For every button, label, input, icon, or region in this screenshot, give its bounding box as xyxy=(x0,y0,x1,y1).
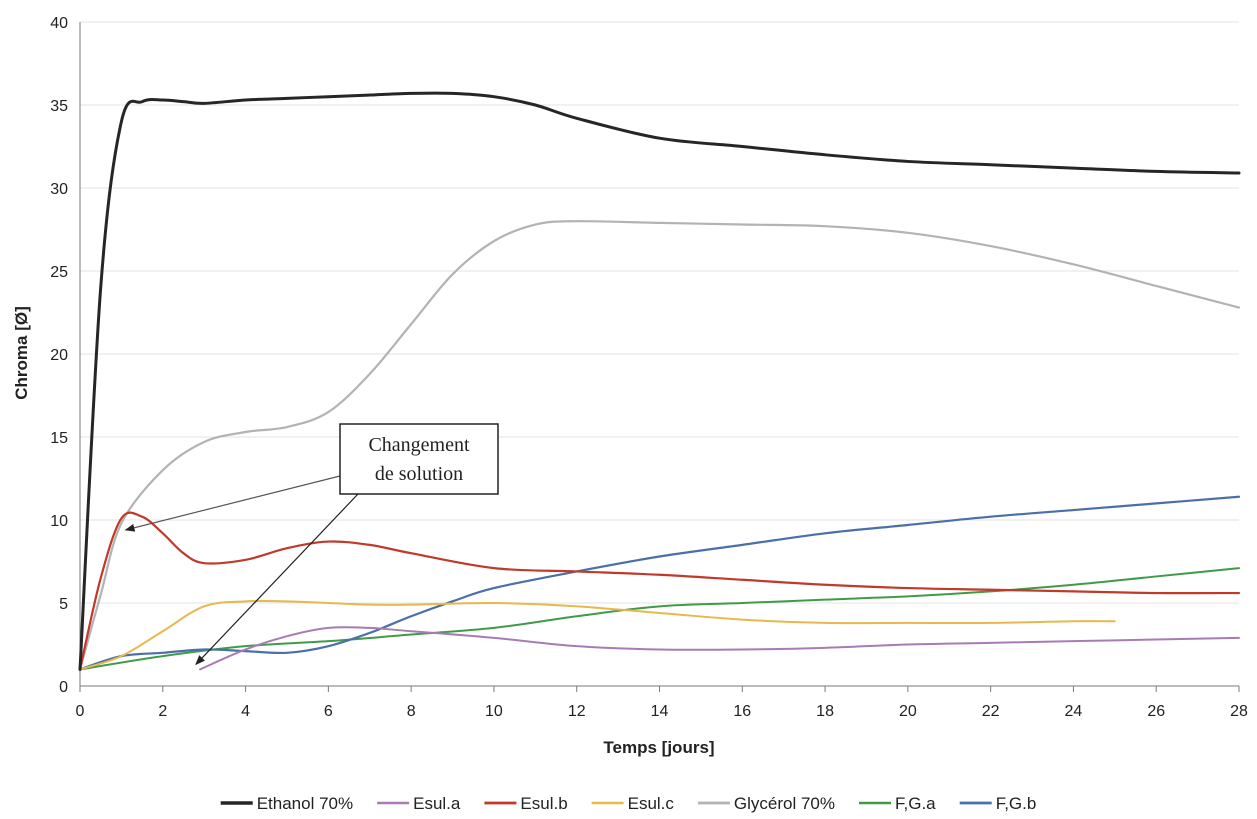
y-tick-label: 5 xyxy=(59,596,68,613)
y-tick-label: 30 xyxy=(50,181,68,198)
x-tick-label: 12 xyxy=(568,703,586,720)
annotation-layer: Changement de solution xyxy=(124,423,499,666)
x-tick-label: 18 xyxy=(816,703,834,720)
y-tick-label: 35 xyxy=(50,98,68,115)
x-tick-label: 10 xyxy=(485,703,503,720)
annotation-box xyxy=(339,423,499,495)
x-tick-label: 8 xyxy=(407,703,416,720)
legend-item: F,G.a xyxy=(859,794,936,813)
x-tick-label: 24 xyxy=(1065,703,1083,720)
x-tick-label: 16 xyxy=(733,703,751,720)
x-tick-label: 20 xyxy=(899,703,917,720)
legend-label: Glycérol 70% xyxy=(734,794,835,813)
series-line-f-g-a xyxy=(79,567,1240,671)
annotation-arrow-upper xyxy=(124,475,341,532)
grid-layer xyxy=(80,21,1239,604)
y-axis-title: Chroma [Ø] xyxy=(12,306,31,400)
x-tick-label: 2 xyxy=(158,703,167,720)
series-line-esul-b xyxy=(78,511,1241,671)
legend-label: Esul.c xyxy=(628,794,675,813)
x-tick-label: 14 xyxy=(651,703,669,720)
x-tick-label: 4 xyxy=(241,703,250,720)
series-layer xyxy=(78,91,1241,671)
x-tick-label: 6 xyxy=(324,703,333,720)
x-tick-label: 0 xyxy=(76,703,85,720)
y-tick-label: 25 xyxy=(50,264,68,281)
legend-label: F,G.a xyxy=(895,794,936,813)
series-line-esul-a xyxy=(199,626,1240,671)
y-tick-label: 40 xyxy=(50,15,68,32)
y-tick-label: 10 xyxy=(50,513,68,530)
legend-item: Esul.a xyxy=(377,794,461,813)
y-tick-label: 20 xyxy=(50,347,68,364)
legend-label: Ethanol 70% xyxy=(257,794,353,813)
series-line-f-g-b xyxy=(78,495,1241,671)
annotation-arrow-lower xyxy=(195,493,359,666)
legend-item: F,G.b xyxy=(959,794,1037,813)
y-tick-label: 0 xyxy=(59,679,68,696)
legend-item: Esul.b xyxy=(484,794,568,813)
legend-item: Ethanol 70% xyxy=(220,794,353,813)
series-line-ethanol-70 xyxy=(78,91,1241,671)
annotation-line-1: Changement xyxy=(368,434,470,456)
series-line-esul-c xyxy=(79,599,1116,671)
annotation-line-2: de solution xyxy=(375,463,463,485)
x-tick-label: 26 xyxy=(1147,703,1165,720)
legend-label: Esul.a xyxy=(413,794,461,813)
legend-item: Glycérol 70% xyxy=(697,794,835,813)
y-tick-label: 15 xyxy=(50,430,68,447)
x-tick-label: 28 xyxy=(1230,703,1248,720)
legend-layer: Ethanol 70% Esul.a Esul.b Esul.c Glycérol 70… xyxy=(220,794,1037,813)
legend-item: Esul.c xyxy=(591,794,675,813)
series-line-glyc-rol-70 xyxy=(78,220,1241,671)
legend-label: F,G.b xyxy=(996,794,1037,813)
x-tick-label: 22 xyxy=(982,703,1000,720)
x-axis-title: Temps [jours] xyxy=(603,738,714,757)
legend-label: Esul.b xyxy=(520,794,567,813)
